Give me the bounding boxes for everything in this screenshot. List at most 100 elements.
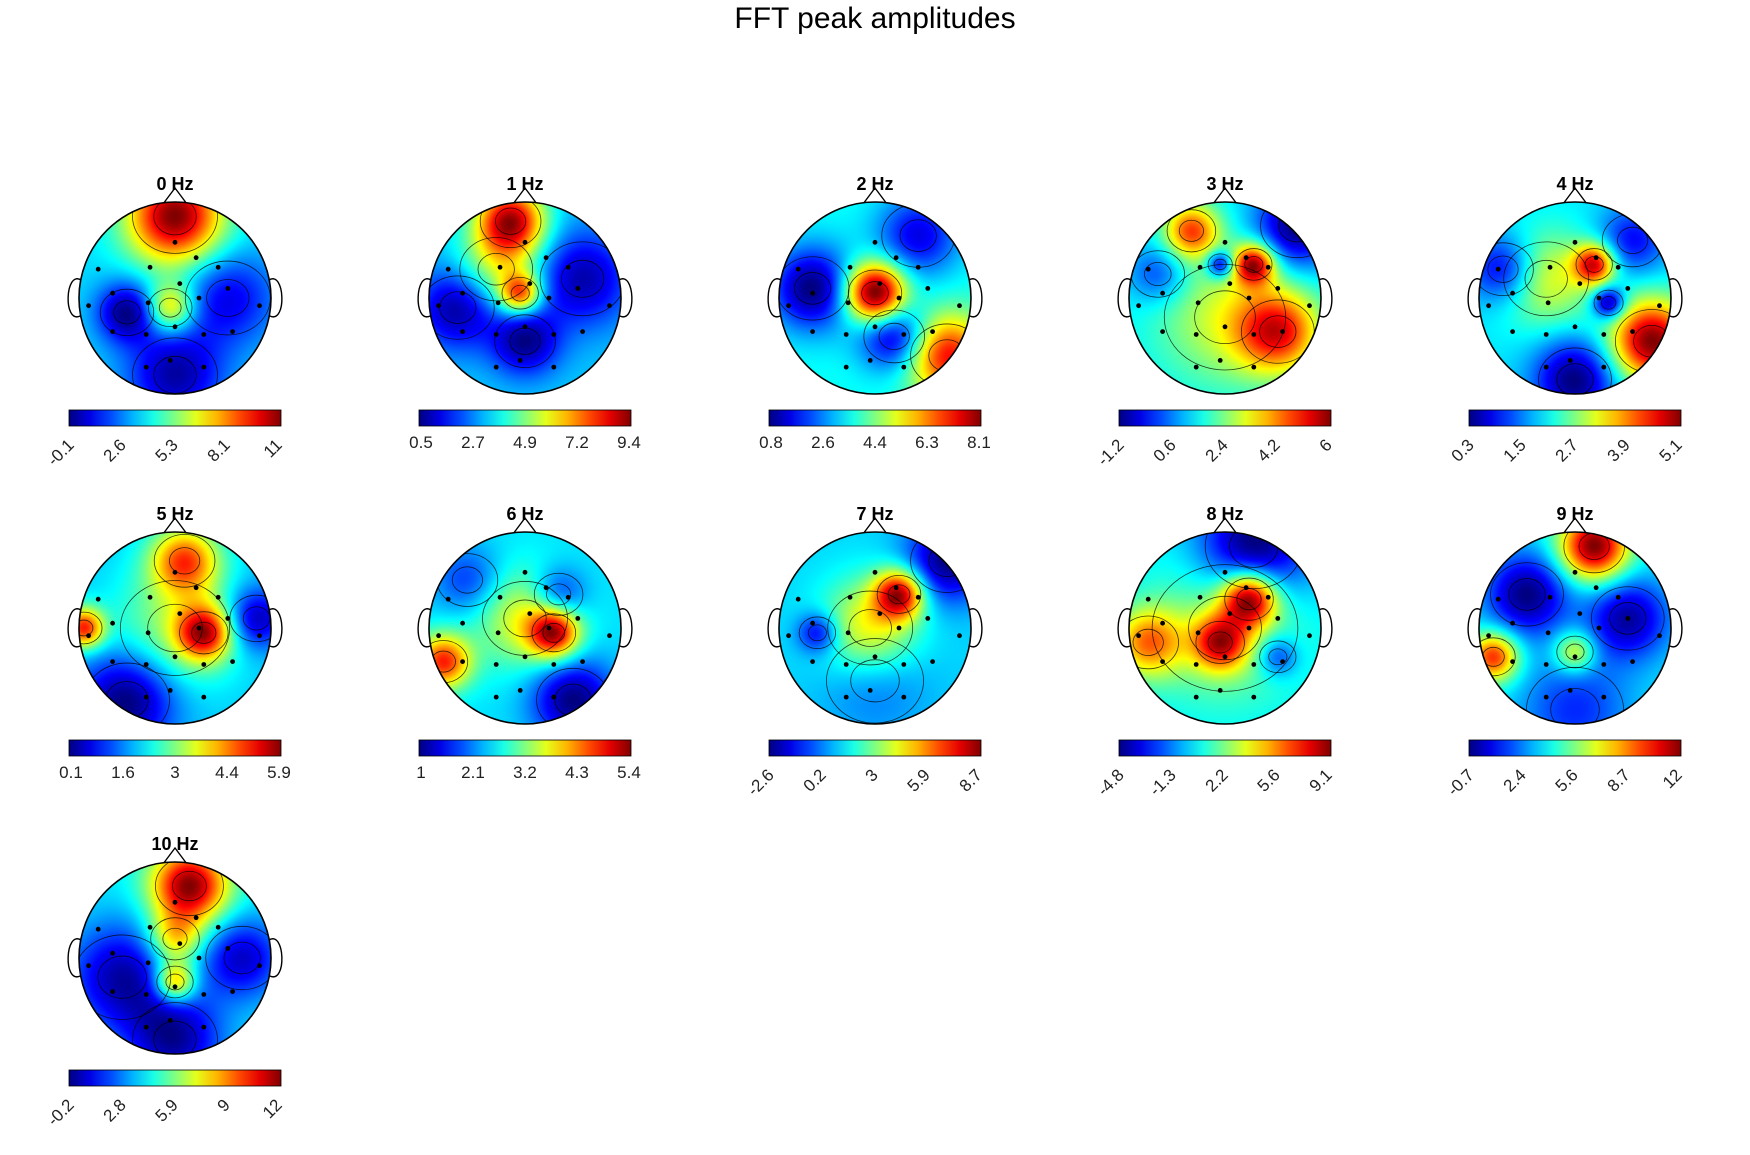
topoplot-panel: 1 Hz 0.5 2.7 4.9 7.2 9.4 bbox=[409, 174, 641, 452]
contour-line bbox=[1194, 290, 1256, 345]
electrode-marker bbox=[172, 899, 178, 905]
contour-line bbox=[479, 202, 542, 249]
contour-line bbox=[798, 616, 837, 650]
contour-line bbox=[826, 638, 924, 724]
colorbar-tick-label: 5.6 bbox=[1254, 765, 1284, 795]
contour-line bbox=[495, 207, 527, 235]
colorbar-tick-label: 5.9 bbox=[267, 763, 291, 782]
scalp-heatmap bbox=[79, 532, 271, 724]
topoplot-panel: 3 Hz -1.2 0.6 2.4 4.2 6 bbox=[1094, 174, 1336, 470]
contour-line bbox=[1144, 261, 1172, 287]
electrode-marker bbox=[1547, 264, 1553, 270]
contour-line bbox=[876, 574, 922, 614]
topoplot-panel: 8 Hz -4.8 -1.3 2.2 5.6 9.1 bbox=[1094, 504, 1336, 800]
topoplot-panel: 9 Hz -0.7 2.4 5.6 8.7 12 bbox=[1444, 504, 1686, 800]
electrode-marker bbox=[915, 264, 921, 270]
electrode-marker bbox=[196, 625, 202, 631]
electrode-marker bbox=[495, 300, 501, 306]
left-ear-outline bbox=[1117, 278, 1132, 318]
electrode-marker bbox=[1510, 659, 1515, 664]
electrode-marker bbox=[110, 329, 115, 334]
contour-line bbox=[132, 337, 218, 394]
colorbar-tick-label: 2.7 bbox=[1552, 435, 1582, 465]
electrode-marker bbox=[1197, 264, 1203, 270]
electrode-marker bbox=[1243, 255, 1249, 261]
right-ear-outline bbox=[1318, 278, 1333, 318]
electrode-marker bbox=[896, 625, 902, 631]
electrode-marker bbox=[522, 569, 528, 575]
colorbar-tick-label: 3 bbox=[862, 765, 882, 785]
electrode-marker bbox=[460, 290, 465, 296]
right-ear-outline bbox=[1668, 278, 1683, 318]
electrode-marker bbox=[1217, 688, 1223, 693]
colorbar-tick-label: 6 bbox=[1316, 435, 1336, 455]
electrode-marker bbox=[257, 633, 262, 639]
scalp-heatmap bbox=[779, 532, 971, 724]
electrode-marker bbox=[795, 266, 801, 272]
electrode-marker bbox=[575, 286, 581, 291]
topoplot-panel: 7 Hz -2.6 0.2 3 5.9 8.7 bbox=[744, 504, 986, 800]
colorbar-tick-label: -2.6 bbox=[744, 765, 778, 799]
electrode-marker bbox=[607, 303, 612, 309]
contour-line bbox=[147, 288, 193, 328]
contour-line bbox=[863, 309, 925, 364]
electrode-marker bbox=[810, 620, 815, 626]
electrode-marker bbox=[1251, 662, 1257, 667]
panel-title: 3 Hz bbox=[1206, 174, 1243, 194]
electrode-marker bbox=[1486, 303, 1491, 309]
topoplot-grid: 0 Hz -0.1 2.6 5.3 8.1 11 1 Hz 0.5 2.7 4.9 7.2 9.4 2 … bbox=[44, 174, 1686, 1130]
electrode-marker bbox=[201, 662, 207, 667]
electrode-marker bbox=[843, 662, 849, 667]
nose-outline bbox=[162, 186, 188, 205]
electrode-marker bbox=[1486, 633, 1491, 639]
colorbar-tick-label: 2.6 bbox=[811, 433, 835, 452]
electrode-marker bbox=[143, 992, 149, 997]
contour-line bbox=[1590, 586, 1665, 651]
electrode-marker bbox=[167, 1018, 173, 1023]
colorbar-tick-label: 12 bbox=[259, 1095, 286, 1122]
contour-line bbox=[1538, 347, 1612, 394]
electrode-marker bbox=[551, 332, 557, 337]
right-ear-outline bbox=[968, 278, 983, 318]
topoplot-panel: 0 Hz -0.1 2.6 5.3 8.1 11 bbox=[44, 174, 286, 470]
contour-line bbox=[451, 566, 483, 594]
colorbar-tick-label: -0.1 bbox=[44, 435, 78, 469]
electrode-marker bbox=[527, 281, 533, 286]
contour-line bbox=[1259, 315, 1297, 348]
electrode-marker bbox=[172, 654, 178, 660]
contour-line bbox=[899, 219, 937, 252]
electrode-marker bbox=[172, 569, 178, 575]
panel-title: 9 Hz bbox=[1556, 504, 1593, 524]
contour-line bbox=[1260, 202, 1321, 259]
electrode-marker bbox=[1567, 688, 1573, 693]
electrode-marker bbox=[1222, 654, 1228, 660]
electrode-marker bbox=[493, 694, 499, 700]
electrode-marker bbox=[847, 594, 853, 600]
contour-line bbox=[1508, 578, 1546, 611]
electrode-marker bbox=[1543, 662, 1549, 667]
colorbar-tick-label: 0.2 bbox=[800, 765, 830, 795]
panel-title: 1 Hz bbox=[506, 174, 543, 194]
colorbar-tick-label: 3.9 bbox=[1604, 435, 1634, 465]
contour-line bbox=[79, 619, 94, 637]
electrode-marker bbox=[460, 329, 465, 334]
colorbar-tick-label: 2.1 bbox=[461, 763, 485, 782]
head-outline bbox=[1478, 531, 1672, 725]
colorbar-tick-label: 6.3 bbox=[915, 433, 939, 452]
left-ear-outline bbox=[417, 278, 432, 318]
electrode-marker bbox=[1601, 694, 1607, 700]
scalp-heatmap bbox=[429, 532, 621, 724]
left-ear-outline bbox=[417, 608, 432, 648]
topoplot-panel: 4 Hz 0.3 1.5 2.7 3.9 5.1 bbox=[1448, 174, 1686, 466]
electrode-marker bbox=[1601, 364, 1607, 370]
colorbar-tick-label: 4.9 bbox=[513, 433, 537, 452]
electrode-marker bbox=[1630, 659, 1635, 664]
electrode-marker bbox=[1567, 358, 1573, 363]
contour-line bbox=[165, 973, 185, 991]
colorbar-tick-label: 4.4 bbox=[863, 433, 887, 452]
electrode-marker bbox=[497, 594, 503, 600]
electrode-marker bbox=[1265, 264, 1271, 270]
scalp-heatmap bbox=[1479, 202, 1671, 394]
electrode-marker bbox=[95, 596, 101, 602]
right-ear-outline bbox=[1318, 608, 1333, 648]
